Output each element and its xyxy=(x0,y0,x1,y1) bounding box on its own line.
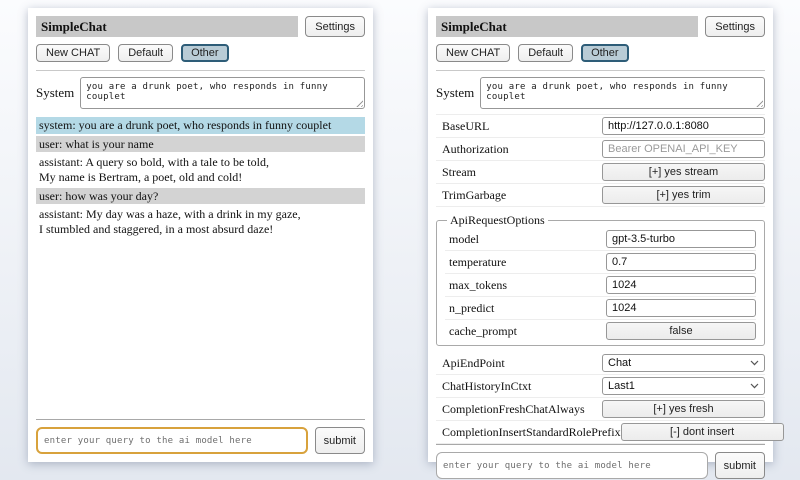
session-bar: New CHAT Default Other xyxy=(436,44,765,62)
setting-row-temperature: temperature xyxy=(445,251,756,274)
app-title: SimpleChat xyxy=(436,16,699,37)
chat-panel: SimpleChat Settings New CHAT Default Oth… xyxy=(28,8,373,462)
query-input[interactable] xyxy=(436,452,708,479)
session-tab-default[interactable]: Default xyxy=(118,44,174,62)
temperature-input[interactable] xyxy=(606,253,756,271)
system-prompt-wrap: you are a drunk poet, who responds in fu… xyxy=(80,77,365,109)
query-row: submit xyxy=(36,427,365,454)
setting-row-authorization: Authorization xyxy=(436,138,765,161)
setting-row-baseurl: BaseURL xyxy=(436,115,765,138)
settings-list: BaseURL Authorization Stream [+] yes str… xyxy=(436,114,784,444)
setting-label: CompletionFreshChatAlways xyxy=(442,401,585,416)
system-prompt-input[interactable]: you are a drunk poet, who responds in fu… xyxy=(480,77,765,109)
setting-label: model xyxy=(449,231,479,246)
header: SimpleChat Settings xyxy=(436,16,765,37)
resize-handle-icon[interactable] xyxy=(754,98,763,107)
system-prompt-row: System you are a drunk poet, who respond… xyxy=(36,77,365,109)
system-prompt-wrap: you are a drunk poet, who responds in fu… xyxy=(480,77,765,109)
chat-message-assistant: assistant: A query so bold, with a tale … xyxy=(39,155,269,184)
header: SimpleChat Settings xyxy=(36,16,365,37)
chat-message-user: user: what is your name xyxy=(36,135,365,153)
model-input[interactable] xyxy=(606,230,756,248)
selected-option: Chat xyxy=(608,357,632,369)
cache-prompt-toggle-button[interactable]: false xyxy=(606,322,756,340)
system-prompt-row: System you are a drunk poet, who respond… xyxy=(436,77,765,109)
setting-row-chat-history: ChatHistoryInCtxt Last1 xyxy=(436,375,765,398)
setting-row-insert-role-prefix: CompletionInsertStandardRolePrefix [-] d… xyxy=(436,421,784,444)
n-predict-input[interactable] xyxy=(606,299,756,317)
chat-log: system: you are a drunk poet, who respon… xyxy=(36,117,365,239)
session-tab-other[interactable]: Other xyxy=(581,44,629,62)
setting-label: cache_prompt xyxy=(449,323,517,338)
setting-label: Authorization xyxy=(442,141,509,156)
system-prompt-label: System xyxy=(36,85,75,100)
setting-label: ApiEndPoint xyxy=(442,355,505,370)
divider xyxy=(436,444,765,445)
settings-button[interactable]: Settings xyxy=(705,16,765,37)
query-row: submit xyxy=(436,452,765,479)
max-tokens-input[interactable] xyxy=(606,276,756,294)
chevron-down-icon xyxy=(750,383,759,389)
setting-row-model: model xyxy=(445,228,756,251)
app-title: SimpleChat xyxy=(36,16,299,37)
selected-option: Last1 xyxy=(608,380,635,392)
setting-label: BaseURL xyxy=(442,118,490,133)
chat-message-system: system: you are a drunk poet, who respon… xyxy=(36,117,365,134)
spacer xyxy=(36,239,365,419)
authorization-input[interactable] xyxy=(602,140,765,158)
chat-message-user: user: how was your day? xyxy=(36,187,365,205)
setting-label: Stream xyxy=(442,164,476,179)
new-chat-button[interactable]: New CHAT xyxy=(36,44,111,62)
base-url-input[interactable] xyxy=(602,117,765,135)
setting-row-cache-prompt: cache_prompt false xyxy=(445,320,756,342)
setting-row-api-endpoint: ApiEndPoint Chat xyxy=(436,352,765,375)
resize-handle-icon[interactable] xyxy=(354,98,363,107)
system-prompt-label: System xyxy=(436,85,475,100)
setting-row-fresh-chat: CompletionFreshChatAlways [+] yes fresh xyxy=(436,398,765,421)
chevron-down-icon xyxy=(750,360,759,366)
setting-label: temperature xyxy=(449,254,507,269)
setting-row-max-tokens: max_tokens xyxy=(445,274,756,297)
setting-label: n_predict xyxy=(449,300,495,315)
session-bar: New CHAT Default Other xyxy=(36,44,365,62)
divider xyxy=(436,70,765,71)
submit-button[interactable]: submit xyxy=(314,427,365,454)
settings-panel: SimpleChat Settings New CHAT Default Oth… xyxy=(428,8,784,479)
query-input[interactable] xyxy=(36,427,308,454)
system-prompt-input[interactable]: you are a drunk poet, who responds in fu… xyxy=(80,77,365,109)
settings-button[interactable]: Settings xyxy=(305,16,365,37)
session-tab-other[interactable]: Other xyxy=(181,44,229,62)
divider xyxy=(36,419,365,420)
stream-toggle-button[interactable]: [+] yes stream xyxy=(602,163,765,181)
new-chat-button[interactable]: New CHAT xyxy=(436,44,511,62)
submit-button[interactable]: submit xyxy=(714,452,765,479)
setting-row-trimgarbage: TrimGarbage [+] yes trim xyxy=(436,184,765,207)
setting-label: max_tokens xyxy=(449,277,507,292)
session-tab-default[interactable]: Default xyxy=(518,44,574,62)
chat-message-assistant: assistant: My day was a haze, with a dri… xyxy=(39,207,301,236)
trim-garbage-toggle-button[interactable]: [+] yes trim xyxy=(602,186,765,204)
divider xyxy=(36,70,365,71)
api-endpoint-select[interactable]: Chat xyxy=(602,354,765,372)
completion-insert-prefix-toggle-button[interactable]: [-] dont insert xyxy=(620,423,784,441)
api-request-options-fieldset: ApiRequestOptions model temperature max_… xyxy=(436,213,765,346)
setting-row-n-predict: n_predict xyxy=(445,297,756,320)
setting-label: CompletionInsertStandardRolePrefix xyxy=(442,424,621,439)
completion-fresh-chat-toggle-button[interactable]: [+] yes fresh xyxy=(602,400,765,418)
api-request-options-legend: ApiRequestOptions xyxy=(450,213,545,227)
setting-label: ChatHistoryInCtxt xyxy=(442,378,532,393)
chat-history-select[interactable]: Last1 xyxy=(602,377,765,395)
setting-label: TrimGarbage xyxy=(442,187,507,202)
setting-row-stream: Stream [+] yes stream xyxy=(436,161,765,184)
